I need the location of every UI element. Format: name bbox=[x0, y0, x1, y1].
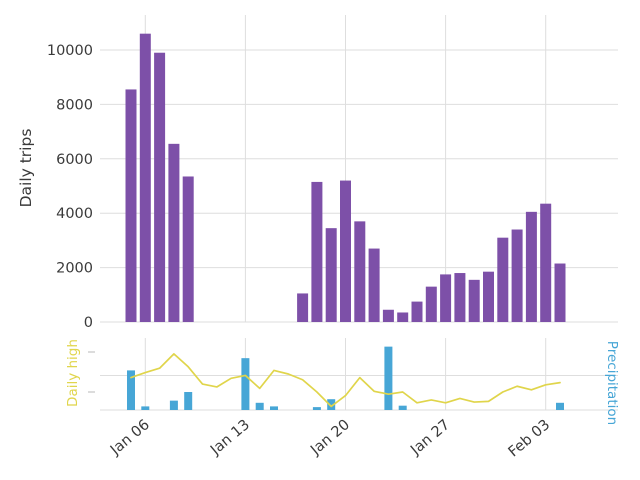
y-tick-label: 2000 bbox=[56, 261, 93, 277]
x-tick-label: Feb 03 bbox=[506, 417, 554, 461]
x-tick-label: Jan 06 bbox=[107, 417, 153, 459]
daily-trips-bars bbox=[125, 33, 566, 323]
x-tick-label: Jan 20 bbox=[307, 417, 353, 459]
y-axis-label-daily-trips: Daily trips bbox=[17, 128, 35, 208]
y-tick-label: 6000 bbox=[56, 152, 93, 168]
y-axis-tick-labels: 0 2000 4000 6000 8000 10000 bbox=[47, 43, 93, 331]
x-axis-tick-labels: Jan 06 Jan 13 Jan 20 Jan 27 Feb 03 bbox=[107, 417, 553, 461]
y-tick-label: 8000 bbox=[56, 97, 93, 113]
x-tick-label: Jan 27 bbox=[407, 417, 453, 459]
y-tick-label: 4000 bbox=[56, 206, 93, 222]
y-tick-label: 0 bbox=[84, 315, 93, 331]
precipitation-bars bbox=[127, 346, 564, 410]
y-axis-label-precipitation: Precipitation bbox=[604, 340, 620, 426]
y-axis-label-daily-high: Daily high bbox=[65, 339, 81, 407]
y-tick-label: 10000 bbox=[47, 43, 93, 59]
x-tick-label: Jan 13 bbox=[207, 417, 253, 459]
daily-high-line bbox=[130, 352, 561, 408]
